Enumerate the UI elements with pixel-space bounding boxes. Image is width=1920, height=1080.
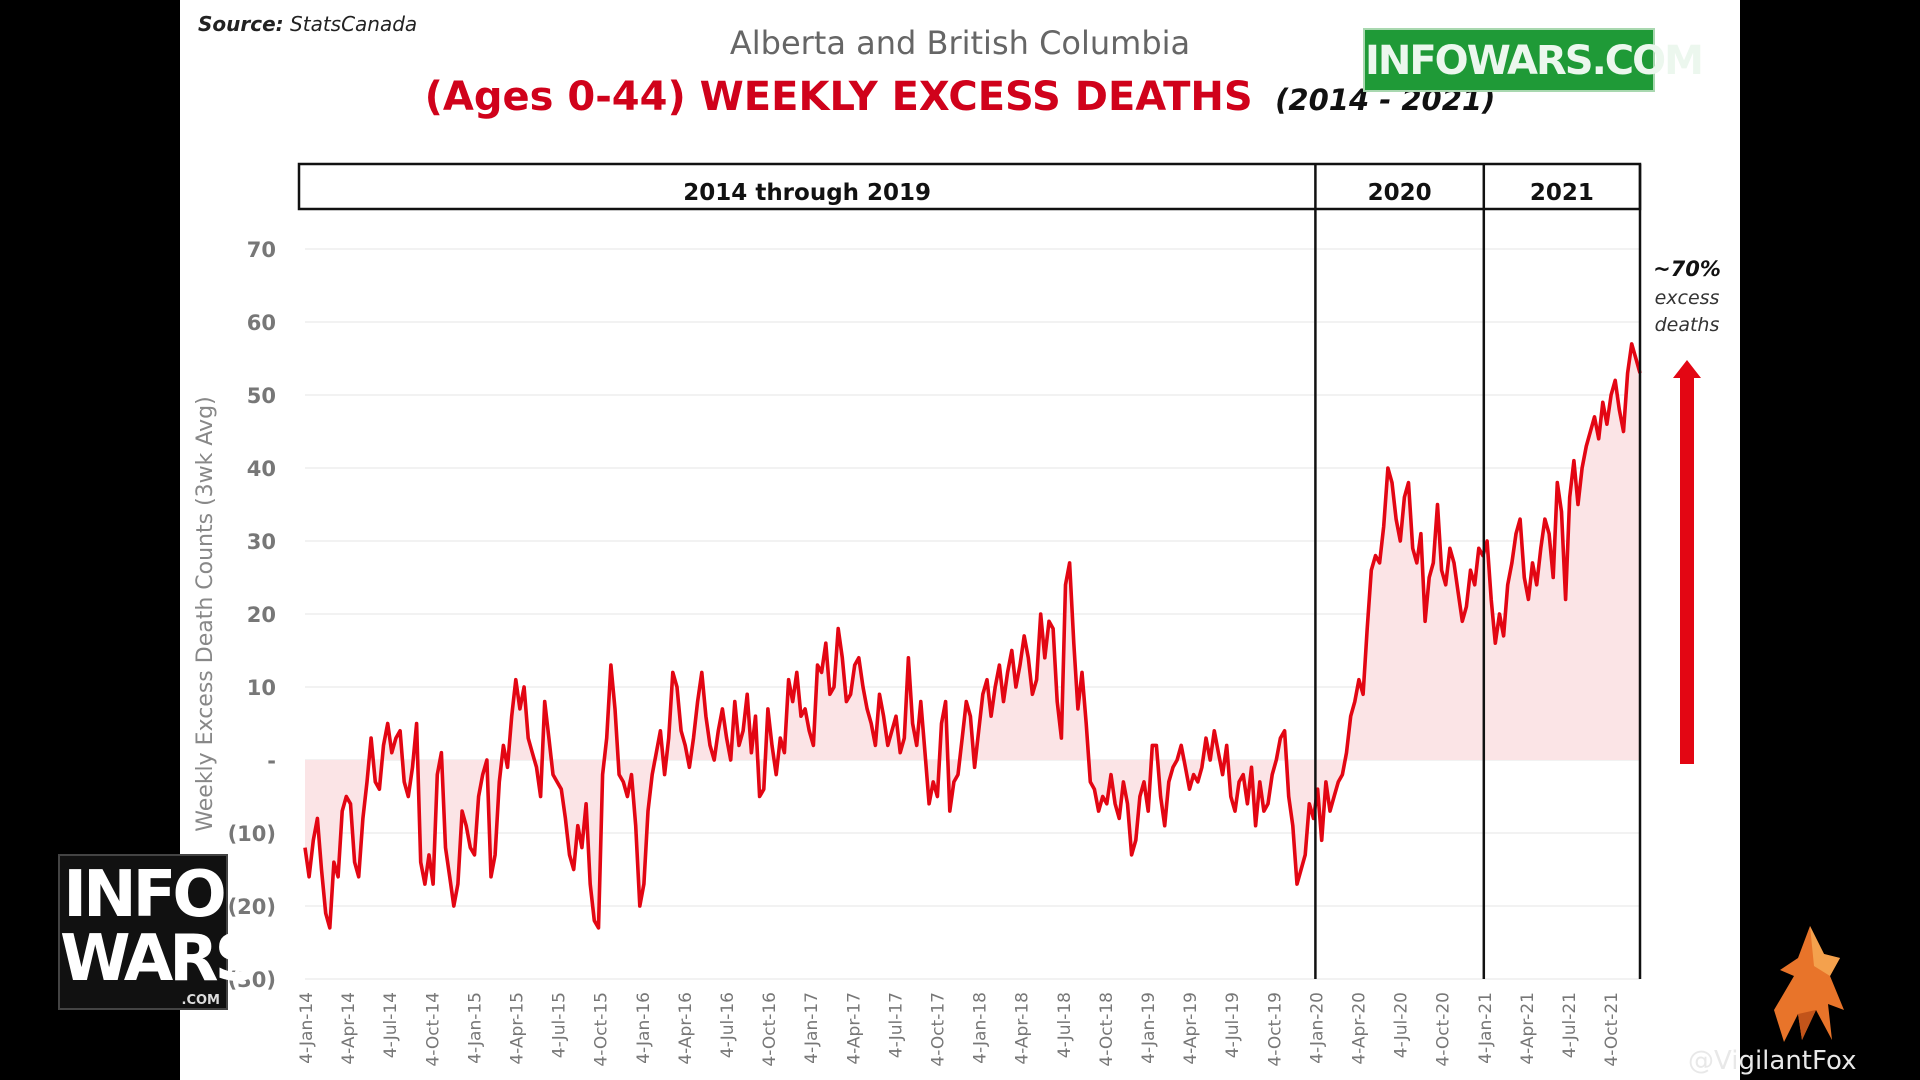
x-tick-label: 4-Apr-20 — [1350, 992, 1370, 1065]
x-tick-label: 4-Jan-17 — [802, 992, 822, 1064]
annotation-line2: excess — [1655, 287, 1720, 309]
x-tick-label: 4-Jul-15 — [550, 992, 570, 1058]
x-tick-label: 4-Apr-19 — [1181, 992, 1201, 1065]
x-tick-label: 4-Oct-21 — [1602, 992, 1622, 1067]
area-fill — [305, 343, 1640, 928]
y-axis-label: Weekly Excess Death Counts (3wk Avg) — [193, 396, 218, 831]
up-arrow-icon — [1673, 360, 1701, 764]
y-tick-label: 40 — [247, 457, 276, 481]
x-tick-label: 4-Oct-19 — [1265, 992, 1285, 1067]
annotation-line3: deaths — [1655, 314, 1720, 336]
x-tick-label: 4-Jul-21 — [1560, 992, 1580, 1058]
x-tick-label: 4-Jan-20 — [1307, 992, 1327, 1064]
y-tick-label: 50 — [247, 384, 276, 408]
fox-icon — [1774, 926, 1844, 1042]
x-tick-label: 4-Jan-18 — [971, 992, 991, 1064]
source-label: Source: — [198, 12, 284, 36]
chart-panel: Source: StatsCanada Alberta and British … — [180, 0, 1740, 1080]
period-label: 2021 — [1530, 180, 1594, 206]
source-value: StatsCanada — [290, 12, 418, 36]
x-tick-label: 4-Apr-14 — [339, 992, 359, 1065]
x-tick-label: 4-Oct-20 — [1434, 992, 1454, 1067]
infowars-corner-logo: INFOWARS.COM — [1363, 28, 1704, 92]
x-tick-label: 4-Apr-17 — [844, 992, 864, 1065]
x-tick-label: 4-Apr-21 — [1518, 992, 1538, 1065]
x-tick-label: 4-Apr-15 — [508, 992, 528, 1065]
x-tick-label: 4-Jan-15 — [465, 992, 485, 1064]
y-tick-label: (20) — [228, 895, 276, 919]
infowars-left-logo: INFO WARS .COM — [58, 854, 261, 1010]
x-tick-label: 4-Oct-16 — [760, 992, 780, 1067]
arrow-shaft — [1680, 376, 1694, 764]
x-tick-label: 4-Jan-16 — [634, 992, 654, 1064]
y-tick-label: 30 — [247, 530, 276, 554]
x-tick-label: 4-Jul-19 — [1223, 992, 1243, 1058]
x-tick-label: 4-Jan-19 — [1139, 992, 1159, 1064]
x-tick-label: 4-Jan-14 — [297, 992, 317, 1064]
x-tick-label: 4-Jul-14 — [381, 992, 401, 1058]
y-tick-label: 70 — [247, 238, 276, 262]
period-header — [297, 162, 1642, 211]
annotation-percent: ~70% — [1653, 257, 1721, 281]
period-label: 2020 — [1368, 180, 1432, 206]
x-tick-label: 4-Oct-14 — [423, 992, 443, 1067]
x-tick-label: 4-Apr-18 — [1013, 992, 1033, 1065]
infowars-logo-com: .COM — [181, 993, 220, 1008]
x-tick-label: 4-Jan-21 — [1476, 992, 1496, 1064]
y-tick-label: - — [267, 749, 276, 773]
y-tick-label: 10 — [247, 676, 276, 700]
chart-subtitle: Alberta and British Columbia — [729, 24, 1191, 62]
x-tick-label: 4-Apr-16 — [676, 992, 696, 1065]
x-tick-label: 4-Jul-17 — [886, 992, 906, 1058]
x-tick-label: 4-Oct-17 — [929, 992, 949, 1067]
x-tick-label: 4-Oct-15 — [592, 992, 612, 1067]
infowars-logo-line1: INFO — [63, 858, 227, 932]
y-tick-label: 20 — [247, 603, 276, 627]
x-tick-label: 4-Oct-18 — [1097, 992, 1117, 1067]
arrow-head — [1673, 360, 1701, 378]
x-tick-label: 4-Jul-18 — [1055, 992, 1075, 1058]
infowars-corner-logo-text: INFOWARS.COM — [1365, 38, 1704, 84]
source-note: Source: StatsCanada — [198, 12, 417, 36]
chart-title-main: (Ages 0-44) WEEKLY EXCESS DEATHS — [424, 74, 1253, 120]
y-tick-label: 60 — [247, 311, 276, 335]
x-tick-label: 4-Jul-16 — [718, 992, 738, 1058]
watermark: @VigilantFox — [1688, 1046, 1857, 1076]
x-tick-label: 4-Jul-20 — [1392, 992, 1412, 1058]
infowars-logo-line2: WARS — [60, 922, 261, 996]
chart-title: (Ages 0-44) WEEKLY EXCESS DEATHS (2014 -… — [180, 74, 1740, 120]
period-label: 2014 through 2019 — [683, 180, 931, 206]
y-tick-label: (30) — [228, 968, 276, 992]
y-tick-label: (10) — [228, 822, 276, 846]
series-line — [303, 342, 1642, 930]
